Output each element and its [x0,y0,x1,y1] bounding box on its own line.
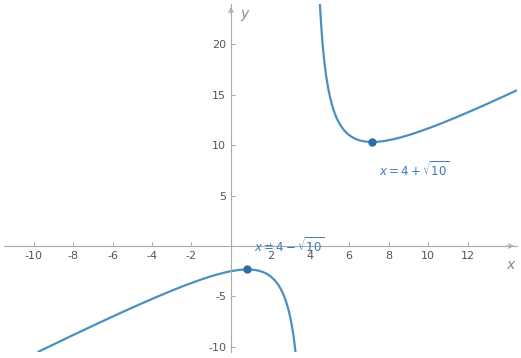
Text: $x = 4 + \sqrt{10}$: $x = 4 + \sqrt{10}$ [379,160,450,179]
Text: $x = 4 - \sqrt{10}$: $x = 4 - \sqrt{10}$ [254,237,325,255]
Text: y: y [241,7,249,21]
Text: x: x [507,258,515,272]
